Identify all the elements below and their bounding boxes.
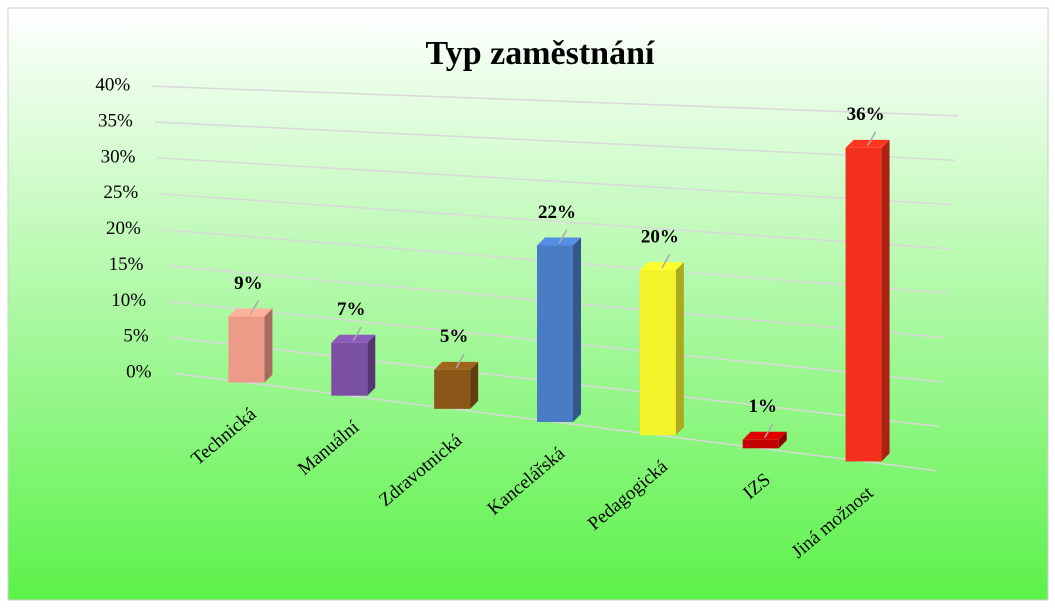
bar-top — [639, 262, 684, 271]
bar — [742, 439, 779, 449]
bar — [537, 245, 573, 422]
value-label: 20% — [641, 226, 679, 247]
grid-line — [154, 121, 956, 161]
bar — [228, 316, 265, 383]
label-leader — [558, 229, 568, 244]
bar-side — [573, 237, 581, 422]
grid-line — [157, 157, 953, 206]
bar-side — [778, 431, 787, 449]
value-label: 36% — [847, 104, 885, 125]
bar-side — [675, 262, 684, 436]
bar-top — [331, 334, 376, 343]
bar — [331, 342, 368, 396]
y-tick-label: 40% — [95, 75, 130, 96]
bar-side — [470, 361, 479, 409]
value-label: 9% — [234, 273, 263, 294]
label-leader — [352, 326, 362, 342]
bar-top — [537, 237, 581, 246]
y-tick-label: 5% — [123, 326, 149, 347]
bar-side — [264, 308, 273, 383]
background — [7, 7, 1049, 601]
y-tick-label: 15% — [109, 254, 144, 275]
bar-top — [228, 308, 273, 317]
label-leader — [455, 353, 465, 369]
chart-title: Typ zaměstnání — [426, 35, 655, 72]
y-tick-label: 0% — [126, 362, 152, 383]
bar — [845, 147, 882, 462]
label-leader — [866, 131, 877, 147]
bar-top — [434, 361, 479, 370]
label-leader — [764, 423, 774, 439]
bar — [639, 270, 676, 436]
label-leader — [249, 300, 260, 315]
y-tick-label: 25% — [103, 182, 138, 203]
value-label: 22% — [538, 202, 576, 223]
bar-top — [742, 431, 787, 440]
grid-line — [152, 85, 958, 117]
y-tick-label: 35% — [98, 110, 133, 131]
value-label: 5% — [440, 326, 469, 347]
bar-side — [881, 139, 890, 462]
value-label: 7% — [337, 299, 366, 320]
grid-line — [160, 193, 950, 250]
bar — [434, 369, 471, 409]
value-label: 1% — [748, 396, 777, 417]
bar-side — [367, 334, 376, 396]
y-tick-label: 30% — [101, 146, 136, 167]
y-tick-label: 10% — [111, 290, 146, 311]
label-leader — [661, 253, 671, 269]
bar-top — [845, 139, 890, 148]
y-tick-label: 20% — [106, 218, 141, 239]
